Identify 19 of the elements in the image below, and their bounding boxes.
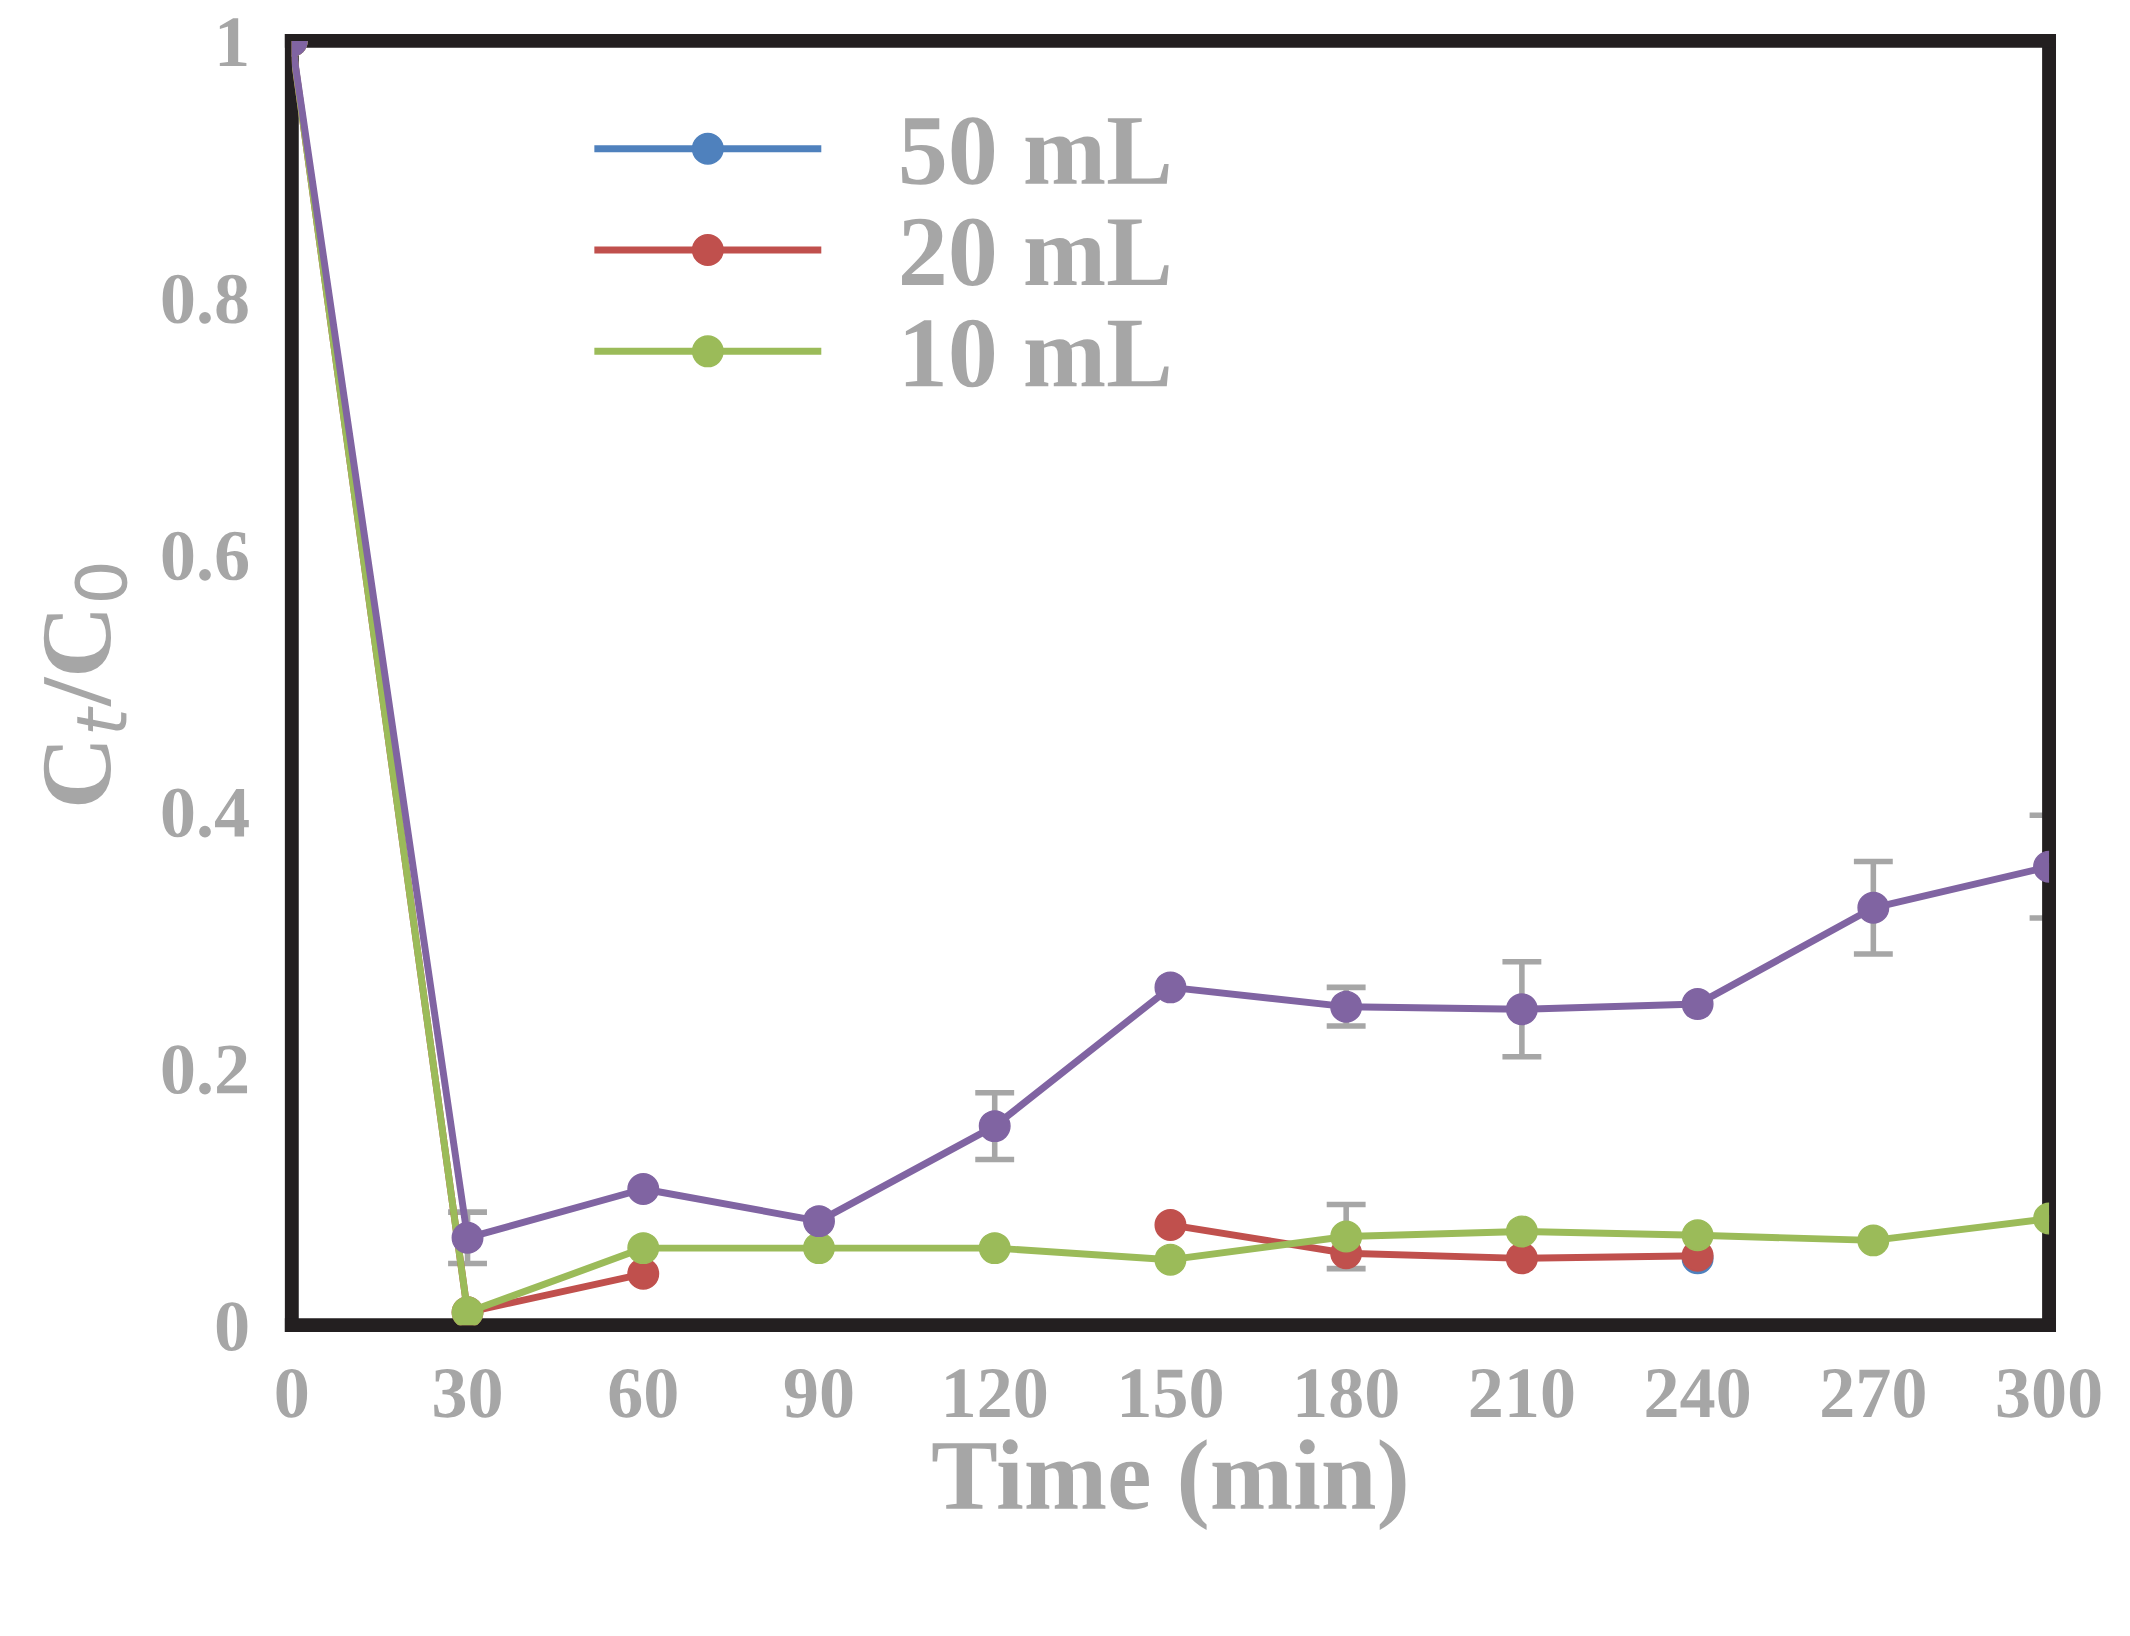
x-tick-label: 0 (276, 1368, 308, 1418)
x-tick-label: 120 (946, 1368, 1047, 1418)
x-tick-label: 270 (1822, 1368, 1925, 1418)
y-tick-label: 0.8 (162, 274, 248, 324)
y-tick-label: 0.2 (162, 1045, 248, 1095)
y-tick-label: 0 (216, 1302, 248, 1351)
x-tick-label: 240 (1646, 1368, 1750, 1418)
x-tick-label: 180 (1297, 1368, 1398, 1418)
x-tick-label: 90 (784, 1368, 853, 1418)
x-tick-label: 210 (1470, 1368, 1574, 1418)
x-tick-label: 300 (1997, 1368, 2101, 1418)
x-axis-title: Time (min) (932, 1439, 1406, 1530)
x-tick-label: 60 (609, 1368, 677, 1418)
y-tick-label: 0.6 (162, 531, 249, 581)
y-tick-label: 1 (219, 18, 247, 66)
x-tick-label: 30 (434, 1368, 501, 1418)
y-tick-label: 0.4 (162, 788, 249, 838)
y-axis-title: C$_{t}$/C$_{0}$ (43, 564, 128, 805)
x-tick-label: 150 (1122, 1368, 1222, 1418)
